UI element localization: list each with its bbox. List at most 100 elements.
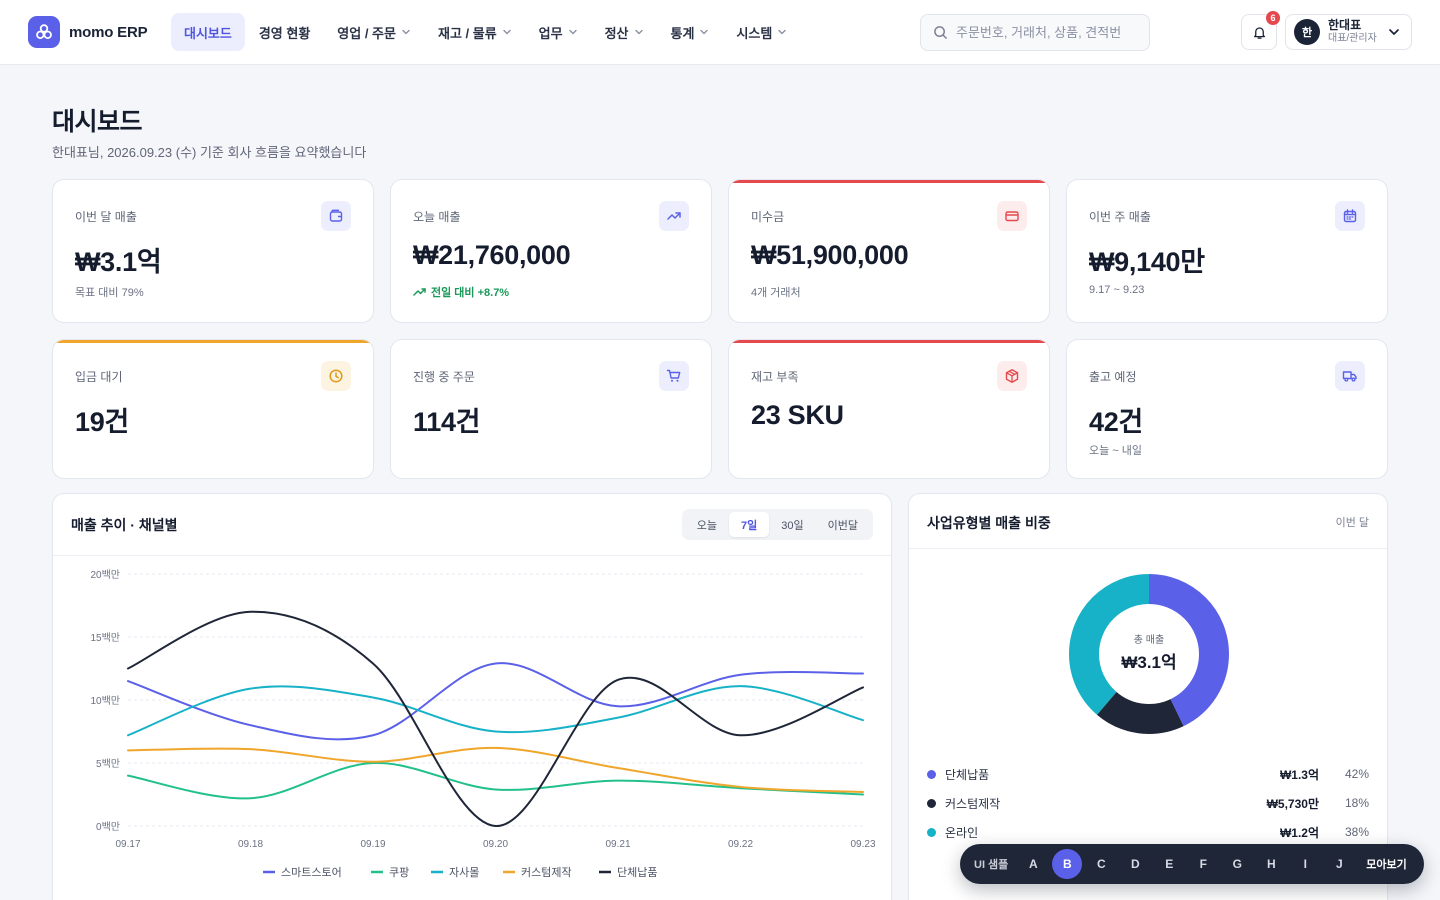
series-line-3[interactable] — [127, 746, 864, 793]
view-all-button[interactable]: 모아보기 — [1366, 859, 1407, 871]
kpi-label: 진행 중 주문 — [413, 370, 475, 384]
sample-option-button[interactable]: C — [1096, 857, 1106, 871]
range-button[interactable]: 7일 — [729, 512, 770, 537]
business-share-panel: 사업유형별 매출 비중 이번 달 총 매출 ₩3.1억 단체납품 ₩1.3억 42%… — [908, 493, 1388, 900]
range-button[interactable]: 오늘 — [696, 519, 718, 532]
nav-item-label: 재고 / 물류 — [437, 25, 497, 41]
legend-row[interactable]: 온라인 ₩1.2억 38% — [927, 822, 1369, 842]
page-title: 대시보드 — [52, 108, 143, 136]
x-tick-label: 09.21 — [605, 839, 630, 850]
kpi-label: 미수금 — [751, 210, 785, 224]
notifications-button[interactable]: 6 — [1241, 11, 1280, 50]
nav-item-3[interactable]: 재고 / 물류 — [425, 13, 525, 51]
app-name: momo ERP — [69, 23, 148, 41]
credit-card-icon — [997, 201, 1027, 231]
range-button[interactable]: 이번달 — [827, 519, 858, 532]
series-line-0[interactable] — [127, 662, 864, 741]
kpi-card[interactable]: 이번 달 매출 ₩3.1억 목표 대비 79% — [52, 179, 374, 323]
kpi-card[interactable]: 출고 예정 42건 오늘 ~ 내일 — [1066, 339, 1388, 479]
sample-option-button[interactable]: J — [1335, 857, 1343, 871]
nav-item-7[interactable]: 시스템 — [723, 13, 800, 51]
kpi-value: 19건 — [75, 407, 129, 437]
x-tick-label: 09.17 — [115, 839, 140, 850]
sample-option-button[interactable]: A — [1028, 857, 1038, 871]
kpi-value: 42건 — [1089, 407, 1143, 437]
logo-icon — [28, 16, 60, 48]
divider — [53, 555, 891, 556]
kpi-card[interactable]: 오늘 매출 ₩21,760,000 전일 대비 +8.7% — [390, 179, 712, 323]
chevron-down-icon — [502, 29, 511, 35]
nav-item-0[interactable]: 대시보드 — [171, 13, 245, 51]
global-search[interactable] — [920, 14, 1150, 51]
donut-slice-0[interactable] — [1069, 574, 1229, 734]
search-input[interactable] — [956, 25, 1146, 40]
kpi-label: 출고 예정 — [1089, 370, 1137, 384]
nav-item-label: 대시보드 — [184, 25, 232, 41]
kpi-card[interactable]: 입금 대기 19건 — [52, 339, 374, 479]
cart-icon — [659, 361, 689, 391]
donut-slice-1[interactable] — [1069, 574, 1229, 734]
kpi-value: ₩9,140만 — [1089, 247, 1205, 277]
kpi-card[interactable]: 진행 중 주문 114건 — [390, 339, 712, 479]
nav-item-1[interactable]: 경영 현황 — [246, 13, 323, 51]
sample-option-button[interactable]: G — [1232, 857, 1242, 871]
legend-row[interactable]: 커스텀제작 ₩5,730만 18% — [927, 793, 1369, 813]
range-button[interactable]: 30일 — [781, 519, 804, 532]
series-line-1[interactable] — [127, 761, 864, 800]
kpi-card[interactable]: 미수금 ₩51,900,000 4개 거래처 — [728, 179, 1050, 323]
nav-item-label: 경영 현황 — [258, 25, 311, 41]
legend-name: 온라인 — [945, 825, 979, 840]
legend-label: 쿠팡 — [389, 866, 409, 879]
sample-option-button[interactable]: H — [1266, 857, 1276, 871]
calendar-icon — [1335, 201, 1365, 231]
legend-label: 자사몰 — [449, 866, 479, 879]
nav-item-6[interactable]: 통계 — [658, 13, 723, 51]
legend-row[interactable]: 단체납품 ₩1.3억 42% — [927, 764, 1369, 784]
bell-icon — [1253, 26, 1265, 39]
user-menu[interactable]: 한 한대표 대표/관리자 — [1285, 14, 1412, 50]
kpi-foot: 4개 거래처 — [751, 287, 801, 299]
kpi-label: 재고 부족 — [751, 370, 799, 384]
legend-percent: 38% — [1344, 825, 1369, 839]
wallet-icon — [321, 201, 351, 231]
kpi-value: 114건 — [413, 407, 481, 437]
sample-option-button[interactable]: B — [1052, 849, 1083, 879]
series-line-4[interactable] — [127, 610, 864, 828]
series-line-2[interactable] — [127, 685, 864, 737]
app-logo[interactable]: momo ERP — [28, 16, 148, 48]
kpi-card[interactable]: 재고 부족 23 SKU — [728, 339, 1050, 479]
kpi-accent-bar — [53, 340, 373, 343]
nav-item-label: 영업 / 주문 — [337, 25, 396, 41]
legend-label: 스마트스토어 — [281, 866, 342, 879]
x-tick-label: 09.23 — [850, 839, 875, 850]
kpi-foot: 전일 대비 +8.7% — [431, 287, 510, 299]
sample-option-button[interactable]: I — [1303, 857, 1307, 871]
donut-center-value: ₩3.1억 — [1121, 653, 1176, 672]
sample-option-button[interactable]: F — [1199, 857, 1207, 871]
y-tick-label: 0백만 — [96, 821, 120, 833]
kpi-value: 23 SKU — [751, 400, 844, 430]
nav-item-4[interactable]: 업무 — [526, 13, 591, 51]
range-selector: 오늘 7일 30일 이번달 — [681, 509, 873, 540]
kpi-accent-bar — [729, 340, 1049, 343]
kpi-accent-bar — [729, 180, 1049, 183]
main-nav: 대시보드 경영 현황 영업 / 주문 재고 / 물류 업무 정산 통계 시스템 — [171, 13, 801, 51]
legend-dot — [927, 798, 936, 808]
kpi-value: ₩21,760,000 — [413, 240, 571, 270]
sales-trend-chart: 0백만 5백만 10백만 15백만 20백만 09.17 09.18 09.19 09.20 09… — [90, 569, 875, 879]
trend-up-icon — [659, 201, 689, 231]
sales-trend-panel: 매출 추이 · 채널별 오늘 7일 30일 이번달 0백만 5백만 10백만 15백만 20백… — [52, 493, 892, 900]
truck-icon — [1335, 361, 1365, 391]
nav-item-2[interactable]: 영업 / 주문 — [324, 13, 424, 51]
business-share-title: 사업유형별 매출 비중 — [927, 515, 1051, 531]
legend-dot — [927, 769, 936, 779]
sample-option-button[interactable]: E — [1165, 857, 1174, 871]
chevron-down-icon — [778, 29, 787, 35]
x-tick-label: 09.19 — [360, 839, 385, 850]
nav-item-5[interactable]: 정산 — [592, 13, 657, 51]
x-tick-label: 09.20 — [483, 839, 508, 850]
y-tick-label: 5백만 — [96, 758, 120, 770]
x-tick-label: 09.22 — [728, 839, 753, 850]
kpi-card[interactable]: 이번 주 매출 ₩9,140만 9.17 ~ 9.23 — [1066, 179, 1388, 323]
sample-option-button[interactable]: D — [1130, 857, 1140, 871]
